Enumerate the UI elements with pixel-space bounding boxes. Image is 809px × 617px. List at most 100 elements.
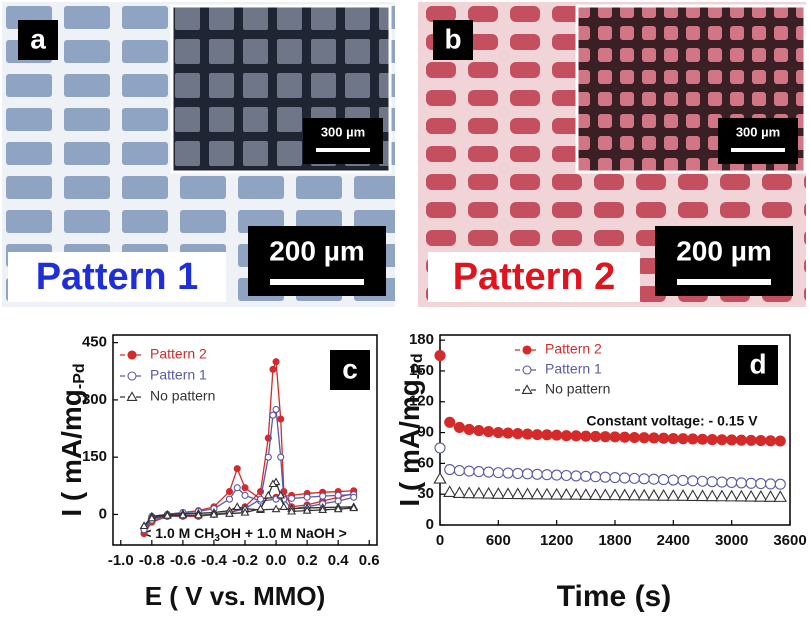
data-point (257, 505, 264, 511)
data-point (289, 495, 295, 501)
legend-label: Pattern 1 (150, 367, 207, 383)
data-point (258, 496, 264, 502)
legend-marker (523, 346, 531, 354)
data-point (484, 427, 494, 437)
legend-marker (128, 351, 136, 359)
data-point (552, 470, 562, 480)
x-axis-title: Time (s) (557, 580, 671, 613)
data-point (698, 476, 708, 486)
data-point (512, 489, 524, 499)
data-point (454, 466, 464, 476)
x-tick-label: 600 (486, 532, 511, 549)
data-point (648, 490, 660, 500)
data-point (552, 430, 562, 440)
data-point (591, 472, 601, 482)
x-tick-label: -1.0 (108, 552, 134, 569)
data-point (620, 432, 630, 442)
data-point (522, 489, 534, 499)
data-point (649, 474, 659, 484)
x-tick-label: 1200 (540, 532, 573, 549)
data-point (513, 468, 523, 478)
data-point (320, 493, 326, 499)
data-point (226, 489, 232, 495)
data-point (678, 434, 688, 444)
annotation: Constant voltage: - 0.15 V (586, 413, 758, 429)
legend-label: Pattern 2 (545, 341, 602, 357)
data-point (629, 432, 639, 442)
y-tick-label: 0 (426, 516, 434, 533)
y-axis-title: I ( mA/mg-Pd (56, 363, 88, 516)
data-point (273, 359, 279, 365)
x-tick-label: 3600 (773, 532, 806, 549)
data-point (493, 468, 503, 478)
data-point (278, 416, 284, 422)
data-point (234, 485, 240, 491)
data-point (591, 431, 601, 441)
data-point (542, 470, 552, 480)
data-point (473, 488, 485, 498)
data-point (445, 465, 455, 475)
data-point (755, 491, 767, 501)
data-point (580, 489, 592, 499)
panel-label: a (30, 23, 46, 54)
y-tick-label: 60 (417, 454, 434, 471)
caption: Pattern 1 (36, 256, 199, 298)
data-point (304, 494, 310, 500)
data-point (532, 469, 542, 479)
data-point (502, 488, 514, 498)
x-tick-label: 2400 (657, 532, 690, 549)
data-point (717, 477, 727, 487)
data-point (629, 473, 639, 483)
data-point (503, 428, 513, 438)
y-tick-label: 150 (409, 362, 434, 379)
scale-label: 200 µm (269, 235, 365, 266)
y-tick-label: 150 (82, 448, 107, 465)
data-point (775, 479, 785, 489)
data-point (610, 473, 620, 483)
y-tick-label: 450 (82, 334, 107, 351)
data-point (503, 468, 513, 478)
y-tick-label: 90 (417, 424, 434, 441)
data-point (658, 490, 670, 500)
annotation-part: OH + 1.0 M NaOH > (220, 525, 347, 541)
panel-label: d (749, 348, 766, 379)
data-point (706, 491, 718, 501)
data-point (698, 434, 708, 444)
data-point (775, 436, 785, 446)
data-point (649, 433, 659, 443)
data-point (688, 476, 698, 486)
x-axis-title: E ( V vs. MMO) (145, 581, 326, 611)
data-point (273, 406, 279, 412)
legend-label: Pattern 2 (150, 346, 207, 362)
data-point (532, 430, 542, 440)
data-point (463, 488, 475, 498)
data-point (736, 491, 748, 501)
data-point (561, 431, 571, 441)
data-point (668, 434, 678, 444)
caption: Pattern 2 (453, 256, 616, 298)
data-point (619, 490, 631, 500)
data-point (581, 471, 591, 481)
data-point (270, 412, 276, 418)
data-point (736, 435, 746, 445)
data-point (351, 494, 357, 500)
y-axis-title-sub: -Pd (71, 363, 88, 389)
x-tick-label: 3000 (715, 532, 748, 549)
x-tick-label: 0.6 (359, 552, 380, 569)
data-point (474, 426, 484, 436)
image-panel-a: a 300 µm 200 µm Pattern 1 (2, 2, 395, 307)
data-point (561, 489, 573, 499)
data-point (513, 429, 523, 439)
data-point (775, 491, 787, 501)
data-point (444, 486, 456, 496)
data-point (454, 422, 464, 432)
data-point (736, 478, 746, 488)
scale-label: 300 µm (736, 124, 780, 139)
data-point (531, 489, 543, 499)
data-point (639, 433, 649, 443)
x-tick-label: -0.2 (232, 552, 258, 569)
scale-label: 300 µm (321, 124, 365, 139)
y-tick-label: 300 (82, 391, 107, 408)
data-point (571, 431, 581, 441)
x-tick-label: 1800 (598, 532, 631, 549)
